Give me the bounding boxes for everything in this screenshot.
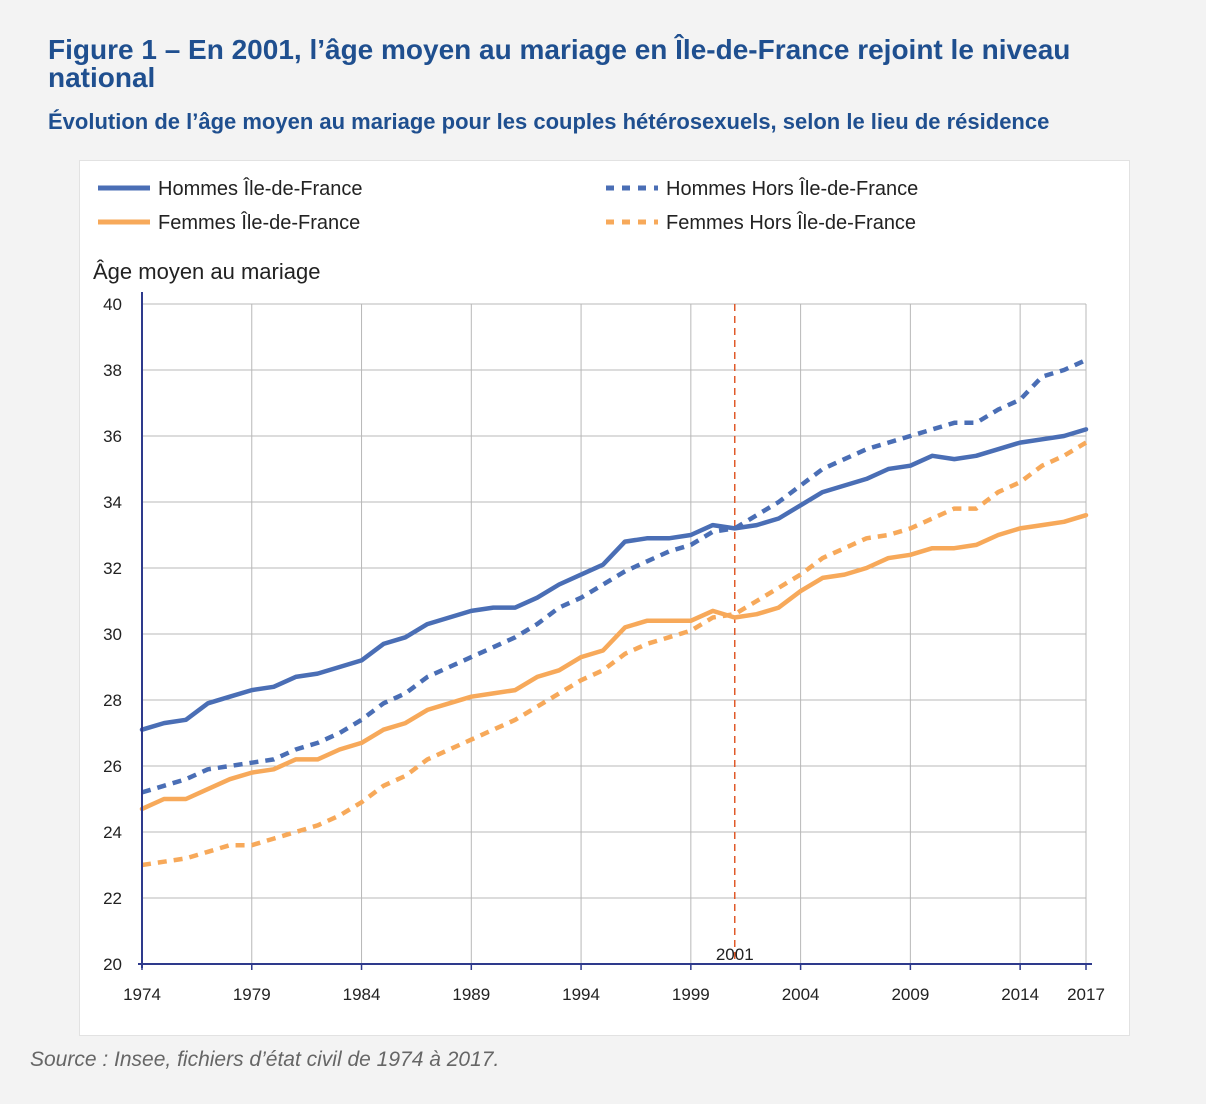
line-chart: Hommes Île-de-France Hommes Hors Île-de-F…: [93, 177, 1105, 1004]
y-tick-label: 38: [103, 361, 122, 380]
y-tick-label: 34: [103, 493, 122, 512]
figure-title: Figure 1 – En 2001, l’âge moyen au maria…: [48, 34, 1071, 93]
x-tick-label: 1989: [452, 985, 490, 1004]
y-tick-label: 32: [103, 559, 122, 578]
legend-label-1: Hommes Île-de-France: [158, 177, 363, 200]
figure-subtitle: Évolution de l’âge moyen au mariage pour…: [48, 109, 1050, 134]
legend-label-3: Femmes Île-de-France: [158, 211, 360, 234]
series-line-4: [141, 440, 1088, 868]
chart-card: Hommes Île-de-France Hommes Hors Île-de-F…: [79, 160, 1130, 1036]
x-tick-label: 1974: [123, 985, 161, 1004]
series-layer: [139, 358, 1089, 868]
series-line-3: [139, 512, 1089, 812]
legend-label-2: Hommes Hors Île-de-France: [666, 177, 918, 200]
series-line-2: [141, 358, 1087, 795]
x-tick-label: 1984: [343, 985, 381, 1004]
axis-layer: 20 22 24 26 28 30 32 34 36 38 40 1974 1979 1984 1989 19…: [103, 292, 1105, 1004]
x-tick-label: 1999: [672, 985, 710, 1004]
source-note: Source : Insee, fichiers d’état civil de…: [30, 1048, 500, 1071]
series-line-1: [139, 427, 1089, 732]
y-tick-label: 30: [103, 625, 122, 644]
x-tick-label: 2014: [1001, 985, 1039, 1004]
annotation-label-2001: 2001: [716, 945, 754, 964]
y-axis-label: Âge moyen au mariage: [93, 259, 320, 284]
x-tick-label: 2017: [1067, 985, 1105, 1004]
y-tick-label: 40: [103, 295, 122, 314]
y-tick-label: 36: [103, 427, 122, 446]
y-tick-label: 26: [103, 757, 122, 776]
legend: Hommes Île-de-France Hommes Hors Île-de-F…: [98, 177, 918, 234]
y-tick-label: 22: [103, 889, 122, 908]
x-tick-label: 1979: [233, 985, 271, 1004]
x-tick-label: 2004: [782, 985, 820, 1004]
y-tick-label: 24: [103, 823, 122, 842]
x-tick-label: 1994: [562, 985, 600, 1004]
x-tick-label: 2009: [891, 985, 929, 1004]
legend-label-4: Femmes Hors Île-de-France: [666, 211, 916, 234]
grid-layer: [142, 303, 1087, 964]
y-tick-label: 20: [103, 955, 122, 974]
y-tick-label: 28: [103, 691, 122, 710]
